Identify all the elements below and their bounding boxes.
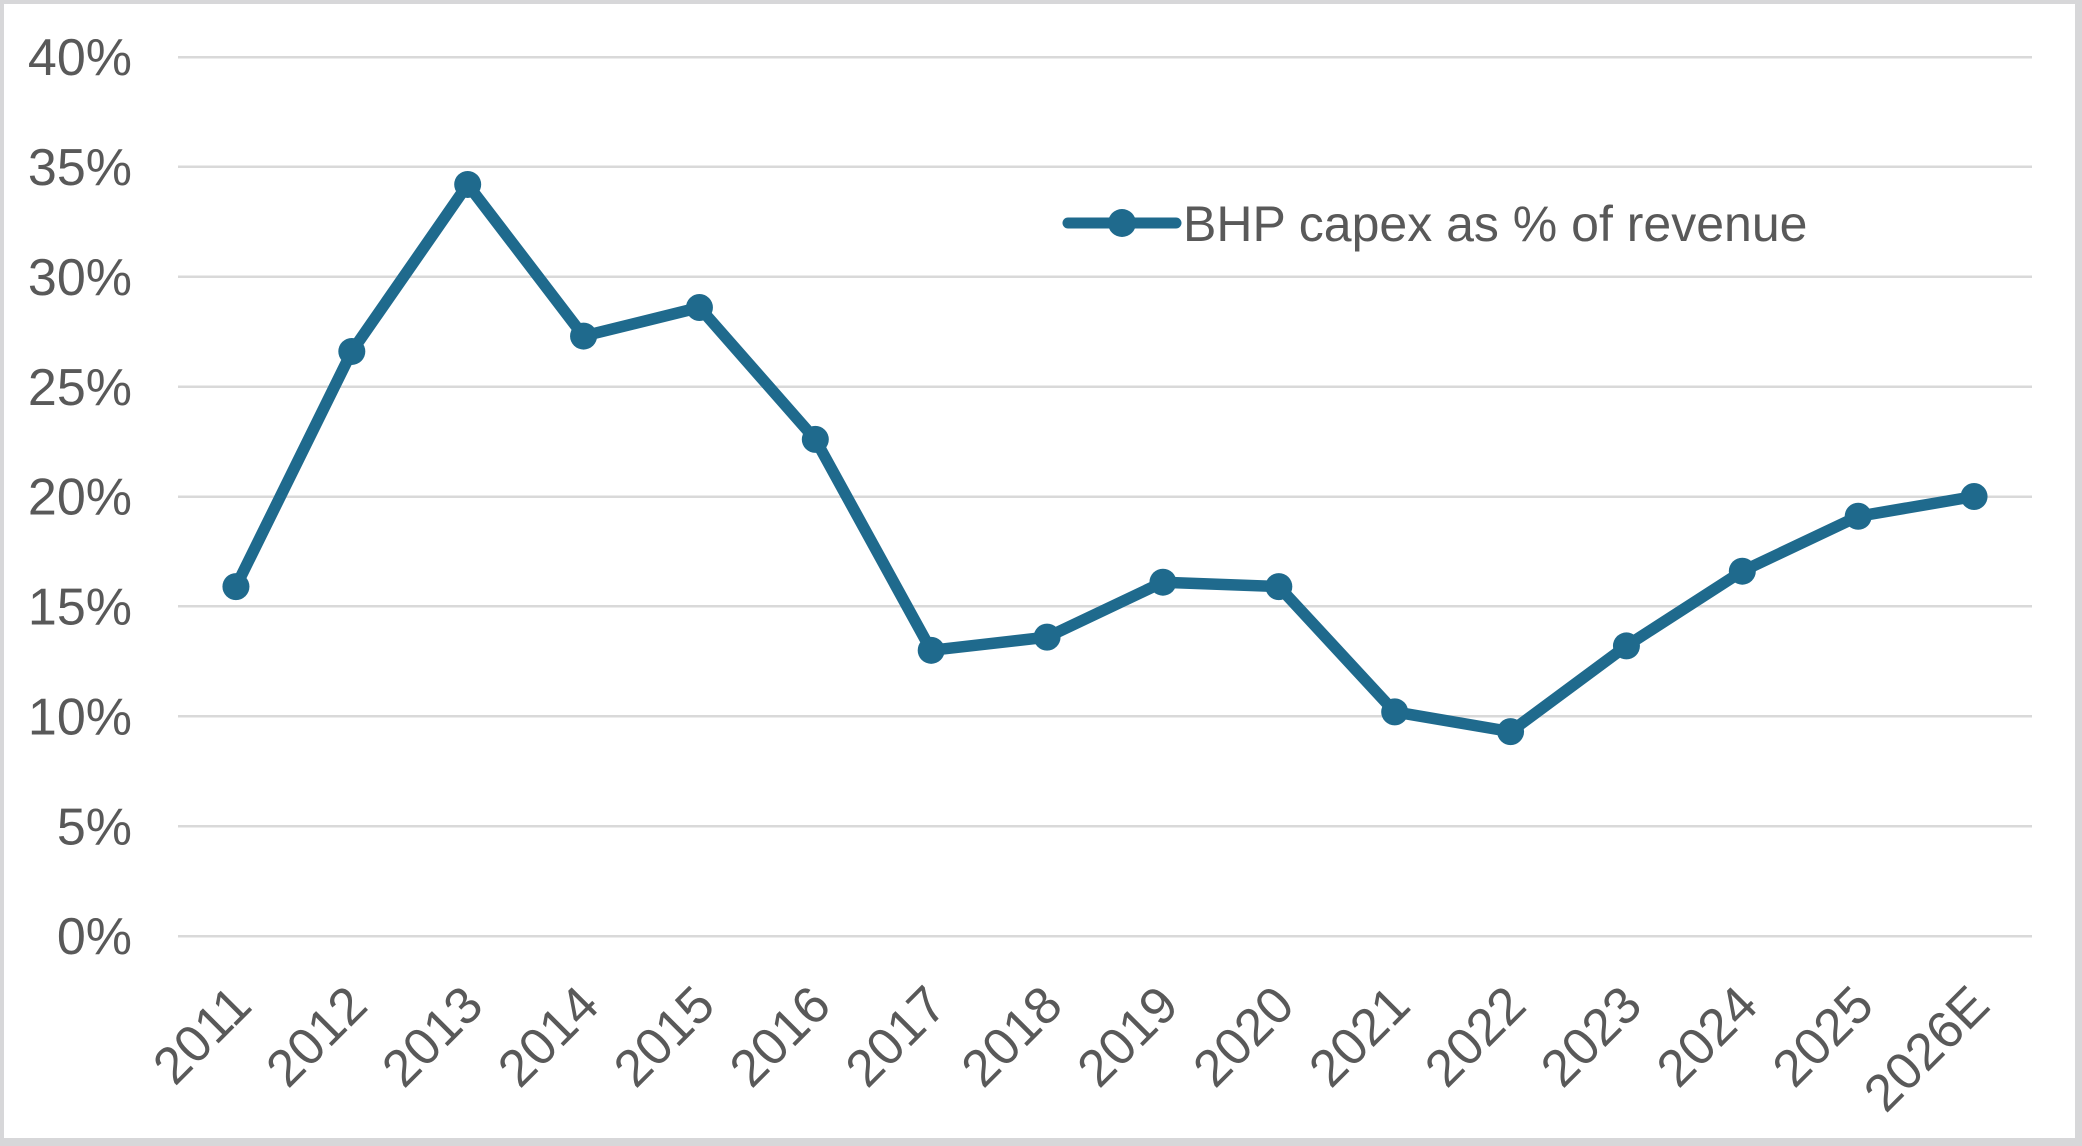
x-axis-tick-label: 2023 (1530, 975, 1653, 1098)
legend[interactable]: BHP capex as % of revenue (1062, 196, 1807, 252)
data-point-2026E[interactable] (1960, 483, 1988, 510)
y-axis-tick-label: 15% (28, 579, 132, 637)
data-point-2020[interactable] (1265, 573, 1293, 601)
y-axis-tick-label: 30% (28, 249, 132, 307)
x-axis-tick-label: 2013 (371, 975, 494, 1098)
x-axis-tick-label: 2012 (255, 975, 378, 1098)
legend-label: BHP capex as % of revenue (1183, 196, 1807, 252)
y-axis-tick-label: 40% (28, 29, 132, 87)
x-axis-tick-label: 2021 (1298, 975, 1421, 1098)
data-point-2022[interactable] (1497, 718, 1525, 746)
y-axis-tick-label: 10% (28, 688, 132, 746)
y-axis-tick-label: 20% (28, 469, 132, 527)
data-point-2012[interactable] (338, 337, 366, 365)
data-point-2024[interactable] (1728, 557, 1756, 585)
y-axis-tick-label: 5% (57, 798, 132, 856)
data-point-2018[interactable] (1033, 623, 1061, 651)
x-axis-tick-label: 2011 (142, 975, 262, 1095)
gridlines-group (178, 55, 2032, 938)
x-axis-tick-label: 2022 (1414, 975, 1537, 1098)
x-axis-labels-group: 2011201220132014201520162017201820192020… (142, 975, 2000, 1122)
x-axis-tick-label: 2018 (951, 975, 1074, 1098)
legend-marker-point (1108, 209, 1136, 237)
y-axis-tick-label: 35% (28, 139, 132, 197)
data-point-2017[interactable] (917, 636, 945, 664)
series-line[interactable] (230, 178, 1980, 738)
data-point-2025[interactable] (1844, 502, 1872, 530)
data-point-2013[interactable] (454, 170, 482, 198)
series-group (222, 170, 1988, 746)
data-point-2016[interactable] (801, 425, 829, 453)
y-axis-tick-label: 0% (57, 908, 132, 966)
x-axis-tick-label: 2024 (1646, 975, 1769, 1098)
data-point-2021[interactable] (1381, 698, 1409, 726)
bhp-capex-line-chart: 0%5%10%15%20%25%30%35%40% 20112012201320… (28, 29, 2032, 1123)
data-point-2011[interactable] (222, 573, 250, 601)
data-point-2014[interactable] (570, 322, 598, 350)
x-axis-tick-label: 2016 (719, 975, 842, 1098)
x-axis-tick-label: 2015 (603, 975, 726, 1098)
y-axis-tick-label: 25% (28, 359, 132, 417)
x-axis-tick-label: 2026E (1853, 975, 2000, 1122)
x-axis-tick-label: 2019 (1067, 975, 1190, 1098)
x-axis-tick-label: 2020 (1182, 975, 1305, 1098)
data-point-2015[interactable] (685, 294, 713, 322)
x-axis-tick-label: 2014 (487, 975, 610, 1098)
data-point-2023[interactable] (1612, 632, 1640, 660)
y-axis-labels-group: 0% 5% 10% 15% 20% 25% 30% 35% 40% (28, 29, 132, 966)
x-axis-tick-label: 2017 (835, 975, 958, 1098)
data-point-2019[interactable] (1149, 568, 1177, 596)
